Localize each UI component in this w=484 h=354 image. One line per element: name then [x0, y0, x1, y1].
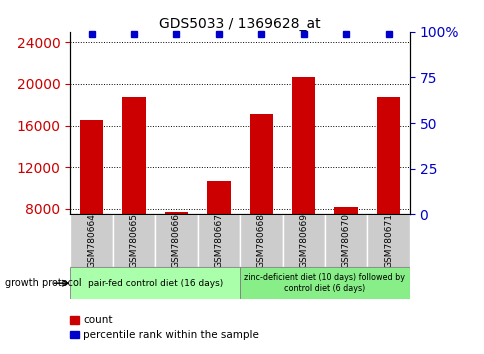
- Title: GDS5033 / 1369628_at: GDS5033 / 1369628_at: [159, 17, 320, 31]
- Bar: [240, 267, 409, 299]
- Text: GSM780667: GSM780667: [214, 213, 223, 268]
- Bar: [376, 97, 399, 214]
- Text: GSM780666: GSM780666: [171, 213, 181, 268]
- Bar: [240, 214, 282, 267]
- Bar: [324, 214, 366, 267]
- Bar: [197, 214, 240, 267]
- Text: GSM780665: GSM780665: [129, 213, 138, 268]
- Bar: [249, 114, 272, 214]
- Text: GSM780670: GSM780670: [341, 213, 350, 268]
- Text: growth protocol: growth protocol: [5, 278, 81, 288]
- Text: GSM780669: GSM780669: [299, 213, 308, 268]
- Text: GSM780668: GSM780668: [256, 213, 265, 268]
- Bar: [155, 214, 197, 267]
- Text: zinc-deficient diet (10 days) followed by
control diet (6 days): zinc-deficient diet (10 days) followed b…: [244, 274, 405, 293]
- Bar: [334, 207, 357, 214]
- Text: GSM780664: GSM780664: [87, 213, 96, 268]
- Bar: [207, 181, 230, 214]
- Bar: [122, 97, 145, 214]
- Bar: [70, 267, 240, 299]
- Bar: [282, 214, 324, 267]
- Text: GSM780671: GSM780671: [383, 213, 393, 268]
- Text: percentile rank within the sample: percentile rank within the sample: [83, 330, 258, 339]
- Bar: [112, 214, 155, 267]
- Bar: [165, 212, 188, 214]
- Bar: [70, 214, 112, 267]
- Text: count: count: [83, 315, 112, 325]
- Bar: [366, 214, 409, 267]
- Bar: [291, 77, 315, 214]
- Bar: [80, 120, 103, 214]
- Text: pair-fed control diet (16 days): pair-fed control diet (16 days): [88, 279, 222, 288]
